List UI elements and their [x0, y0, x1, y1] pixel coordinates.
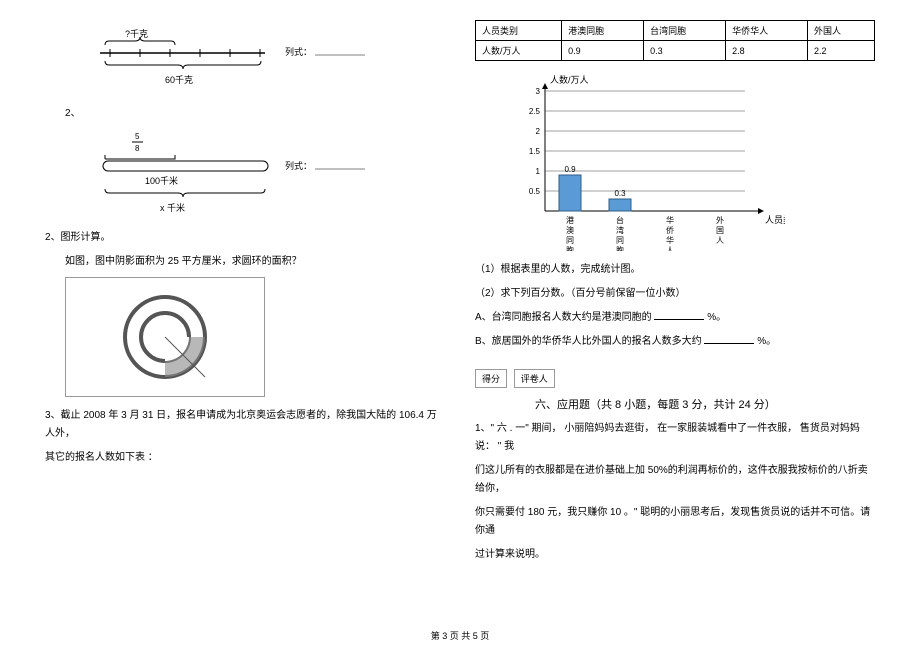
app-q1-b: 在一家服装城看中了一件衣服，	[657, 423, 797, 434]
blank-A[interactable]	[654, 319, 704, 320]
svg-text:外: 外	[716, 215, 724, 225]
svg-text:人数/万人: 人数/万人	[550, 74, 589, 85]
ring-svg	[110, 282, 220, 392]
td-3: 2.2	[808, 41, 875, 61]
q3-text-b: 2008 年 3 月 31 日，报名申请成为北京奥运会志愿者的，除我国大陆的	[83, 410, 396, 421]
th-2: 台湾同胞	[644, 21, 726, 41]
svg-text:2.5: 2.5	[529, 107, 541, 116]
d1-formula-label: 列式：	[285, 46, 312, 57]
svg-text:华: 华	[666, 215, 674, 225]
table-data-row: 人数/万人 0.9 0.3 2.8 2.2	[476, 41, 875, 61]
d2-frac-top: 5	[135, 132, 140, 141]
page-footer: 第 3 页 共 5 页	[0, 629, 920, 642]
svg-text:同: 同	[616, 236, 624, 245]
app-q1-d: " 我	[498, 441, 514, 452]
svg-text:同: 同	[566, 236, 574, 245]
th-0: 人员类别	[476, 21, 562, 41]
d2-frac-bot: 8	[135, 144, 140, 153]
diagram2-svg: 5 8 100千米 x 千米 列式：	[65, 129, 365, 219]
th-4: 外国人	[808, 21, 875, 41]
td-2: 2.8	[726, 41, 808, 61]
q2-heading: 2、图形计算。	[45, 229, 445, 247]
svg-text:胞: 胞	[616, 245, 624, 251]
svg-text:侨: 侨	[666, 225, 674, 235]
table-header-row: 人员类别 港澳同胞 台湾同胞 华侨华人 外国人	[476, 21, 875, 41]
subA-a: A、台湾同胞报名人数大约是港澳同胞的	[475, 312, 652, 323]
d2-bottom-label: x 千米	[160, 202, 185, 213]
svg-text:湾: 湾	[616, 225, 624, 235]
q3-text-d: 其它的报名人数如下表	[45, 452, 145, 463]
th-3: 华侨华人	[726, 21, 808, 41]
subA-b: %。	[707, 312, 726, 323]
d1-bottom-label: 60千克	[165, 75, 193, 85]
ring-diagram	[65, 277, 265, 397]
svg-text:3: 3	[536, 87, 541, 96]
diagram-1: ?千克 60千克 列式：	[65, 25, 445, 95]
svg-text:人: 人	[666, 246, 674, 251]
svg-text:胞: 胞	[566, 245, 574, 251]
app-q1-j: 过计算来说明。	[475, 549, 545, 560]
svg-text:台: 台	[616, 215, 624, 225]
blank-B[interactable]	[704, 343, 754, 344]
chart-svg: 人数/万人0.511.522.53港澳同胞台湾同胞华侨华人外国人0.90.3人员…	[505, 71, 785, 251]
d1-top-label: ?千克	[125, 29, 148, 39]
sub2: （2）求下列百分数。（百分号前保留一位小数）	[475, 285, 875, 303]
td-label: 人数/万人	[476, 41, 562, 61]
sub1: （1）根据表里的人数，完成统计图。	[475, 261, 875, 279]
th-1: 港澳同胞	[562, 21, 644, 41]
subB-a: B、旅居国外的华侨华人比外国人的报名人数多大约	[475, 336, 702, 347]
svg-text:国: 国	[716, 226, 724, 235]
subB-b: %。	[757, 336, 776, 347]
svg-text:1: 1	[536, 167, 541, 176]
td-0: 0.9	[562, 41, 644, 61]
score-box: 得分	[475, 369, 507, 388]
app-q1-h: 180 元，我只赚你	[528, 507, 607, 518]
section6-title: 六、应用题（共 8 小题，每题 3 分，共计 24 分）	[535, 396, 875, 412]
svg-text:澳: 澳	[566, 225, 574, 235]
q3-colon: ：	[148, 452, 158, 463]
svg-text:1.5: 1.5	[529, 147, 541, 156]
svg-text:0.3: 0.3	[614, 189, 626, 198]
svg-text:2: 2	[536, 127, 541, 136]
svg-text:华: 华	[666, 235, 674, 245]
diagram-2: 5 8 100千米 x 千米 列式：	[65, 129, 445, 219]
d2-formula-label: 列式：	[285, 160, 312, 171]
svg-text:人员类别: 人员类别	[765, 214, 785, 225]
app-q1-g: 你只需要付	[475, 507, 525, 518]
d2-mid-label: 100千米	[145, 175, 178, 186]
svg-text:港: 港	[566, 215, 574, 225]
item-2-number: 2、	[65, 105, 445, 123]
q2-text-b: 25 平方厘米，求圆环的面积？	[168, 256, 302, 267]
q2-text-a: 如图，图中阴影面积为	[65, 256, 165, 267]
app-q1-e: 们这儿所有的衣服都是在进价基础上加	[475, 465, 645, 476]
q3-text-a: 3、截止	[45, 410, 81, 421]
svg-text:人: 人	[716, 236, 724, 245]
data-table: 人员类别 港澳同胞 台湾同胞 华侨华人 外国人 人数/万人 0.9 0.3 2.…	[475, 20, 875, 61]
diagram1-svg: ?千克 60千克 列式：	[65, 25, 365, 95]
svg-text:0.9: 0.9	[564, 165, 576, 174]
bar-chart: 人数/万人0.511.522.53港澳同胞台湾同胞华侨华人外国人0.90.3人员…	[505, 71, 785, 251]
grader-box: 评卷人	[514, 369, 555, 388]
app-q1-a: 1、" 六 . 一" 期间， 小丽陪妈妈去逛街，	[475, 423, 654, 434]
svg-text:0.5: 0.5	[529, 187, 541, 196]
td-1: 0.3	[644, 41, 726, 61]
